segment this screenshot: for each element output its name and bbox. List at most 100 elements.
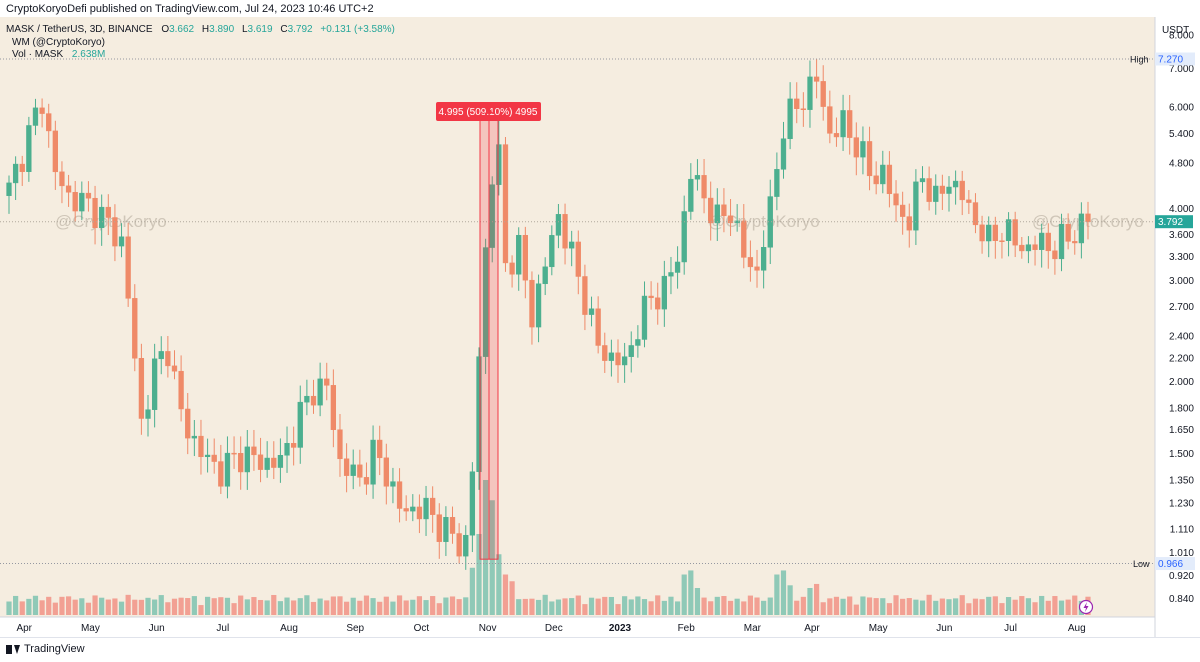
candle <box>701 158 707 214</box>
volume-bar <box>118 601 125 615</box>
price-range-measure[interactable]: 4.995 (509.10%) 4995 <box>436 102 541 560</box>
candle <box>185 392 191 455</box>
candle <box>919 166 926 193</box>
candle <box>416 494 423 534</box>
candle-body <box>502 144 509 264</box>
volume-bar <box>1065 599 1071 615</box>
candle-body <box>317 378 323 406</box>
candle-body <box>893 193 899 206</box>
candle <box>32 98 39 136</box>
legend-vol-value: 2.638M <box>72 49 105 60</box>
candle-body <box>52 130 58 173</box>
price-tick-label: 7.000 <box>1169 64 1194 75</box>
candle-body <box>714 204 720 224</box>
legend-symbol: MASK / TetherUS, 3D, BINANCE <box>6 24 153 35</box>
price-tick-label: 1.650 <box>1169 425 1194 436</box>
tradingview-logo[interactable]: TradingView <box>6 643 85 655</box>
volume-bar <box>52 602 58 615</box>
candle <box>906 203 912 248</box>
volume-bar <box>26 598 32 615</box>
volume-bar <box>72 599 78 615</box>
volume-bar <box>535 599 542 615</box>
candle-body <box>350 464 356 476</box>
volume-bar <box>1032 602 1038 615</box>
candle <box>79 181 85 221</box>
volume-bar <box>324 600 330 615</box>
candle-body <box>1078 213 1085 244</box>
candle-body <box>449 517 456 534</box>
candle-body <box>966 199 972 203</box>
candle <box>741 204 747 269</box>
candle <box>350 449 356 490</box>
candle <box>304 379 310 416</box>
candle-body <box>800 108 807 110</box>
candle-body <box>257 454 264 470</box>
candle-body <box>456 533 462 557</box>
candle-body <box>913 181 919 231</box>
volume-bar <box>344 601 350 615</box>
candle-body <box>244 446 250 473</box>
candle <box>588 296 595 327</box>
volume-bar <box>959 595 965 615</box>
legend-c-value: 3.792 <box>288 24 313 35</box>
candle <box>19 155 25 186</box>
candle <box>628 331 634 373</box>
volume-bar <box>403 600 409 615</box>
candle <box>615 339 621 383</box>
candle <box>959 170 965 216</box>
candle <box>886 151 893 208</box>
candle <box>641 281 648 348</box>
candlesticks <box>6 58 1091 570</box>
price-chart[interactable]: @CryptoKoryo @CryptoKoryo @CryptoKoryo 4… <box>0 17 1200 637</box>
low-label: Low <box>1133 559 1150 569</box>
chart-area[interactable]: @CryptoKoryo @CryptoKoryo @CryptoKoryo 4… <box>0 17 1200 637</box>
price-axis[interactable]: USDT 8.000 7.000 6.000 5.400 4.800 4.000 3.600… <box>1162 25 1194 605</box>
volume-bar <box>807 588 813 615</box>
candle <box>1045 223 1051 269</box>
candle <box>1005 212 1012 257</box>
candle-body <box>363 477 370 485</box>
time-tick-label: Dec <box>545 623 563 634</box>
candle-body <box>780 138 787 170</box>
volume-bar <box>171 598 178 615</box>
candle-body <box>767 196 773 248</box>
price-tick-label: 3.300 <box>1169 252 1194 263</box>
candle <box>1072 230 1078 255</box>
volume-bar <box>516 599 522 615</box>
candle-body <box>1025 244 1032 252</box>
candle <box>608 339 615 377</box>
price-tick-label: 1.800 <box>1169 403 1194 414</box>
candle <box>952 170 959 205</box>
candle-body <box>946 186 952 194</box>
time-axis[interactable]: Apr May Jun Jul Aug Sep Oct Nov Dec 2023 Feb Mar Apr… <box>16 623 1085 634</box>
replay-button[interactable] <box>1078 599 1094 615</box>
price-tick-label: 1.500 <box>1169 449 1194 460</box>
candle <box>59 161 65 204</box>
candle <box>694 159 701 191</box>
volume-bar <box>125 594 131 615</box>
volume-bar <box>370 598 376 615</box>
candle-body <box>271 457 277 468</box>
volume-bar <box>813 583 820 615</box>
candle <box>317 362 323 417</box>
volume-bar <box>953 598 959 615</box>
candle-body <box>979 224 985 242</box>
candle-body <box>820 81 826 107</box>
candle <box>913 169 919 246</box>
volume-bar <box>1052 596 1058 615</box>
measure-label: 4.995 (509.10%) 4995 <box>439 107 538 118</box>
volume-bar <box>734 598 740 615</box>
volume-bar <box>986 596 992 615</box>
candle-body <box>602 345 608 361</box>
candle-body <box>1032 244 1038 250</box>
volume-bar <box>966 603 972 615</box>
volume-bar <box>377 601 383 615</box>
price-tick-label: 2.700 <box>1169 302 1194 313</box>
volume-bar <box>913 599 919 615</box>
candle-body <box>906 216 912 231</box>
volume-bar <box>1045 600 1051 615</box>
candle <box>6 175 12 214</box>
volume-bar <box>522 598 528 615</box>
candle <box>396 468 403 523</box>
volume-bar <box>866 597 873 615</box>
